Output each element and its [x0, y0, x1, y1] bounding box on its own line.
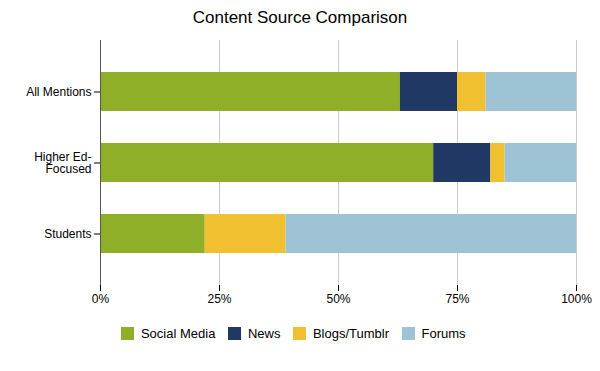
html-text:Social Media: Social Media: [140, 326, 216, 341]
svg-text:100%: 100%: [561, 292, 592, 306]
svg-text:0%: 0%: [92, 292, 110, 306]
html-text:Forums: Forums: [421, 326, 466, 341]
svg-text:25%: 25%: [207, 292, 231, 306]
html-text:News: News: [247, 326, 281, 341]
html-text:Content Source Comparison: Content Source Comparison: [192, 8, 408, 27]
svg-text:Students: Students: [44, 227, 91, 241]
svg-text:Higher Ed-Focused: Higher Ed-Focused: [34, 150, 91, 176]
svg-text:75%: 75%: [445, 292, 469, 306]
svg-text:All Mentions: All Mentions: [26, 85, 91, 99]
html-text:Blogs/Tumblr: Blogs/Tumblr: [312, 326, 389, 341]
svg-text:50%: 50%: [326, 292, 350, 306]
